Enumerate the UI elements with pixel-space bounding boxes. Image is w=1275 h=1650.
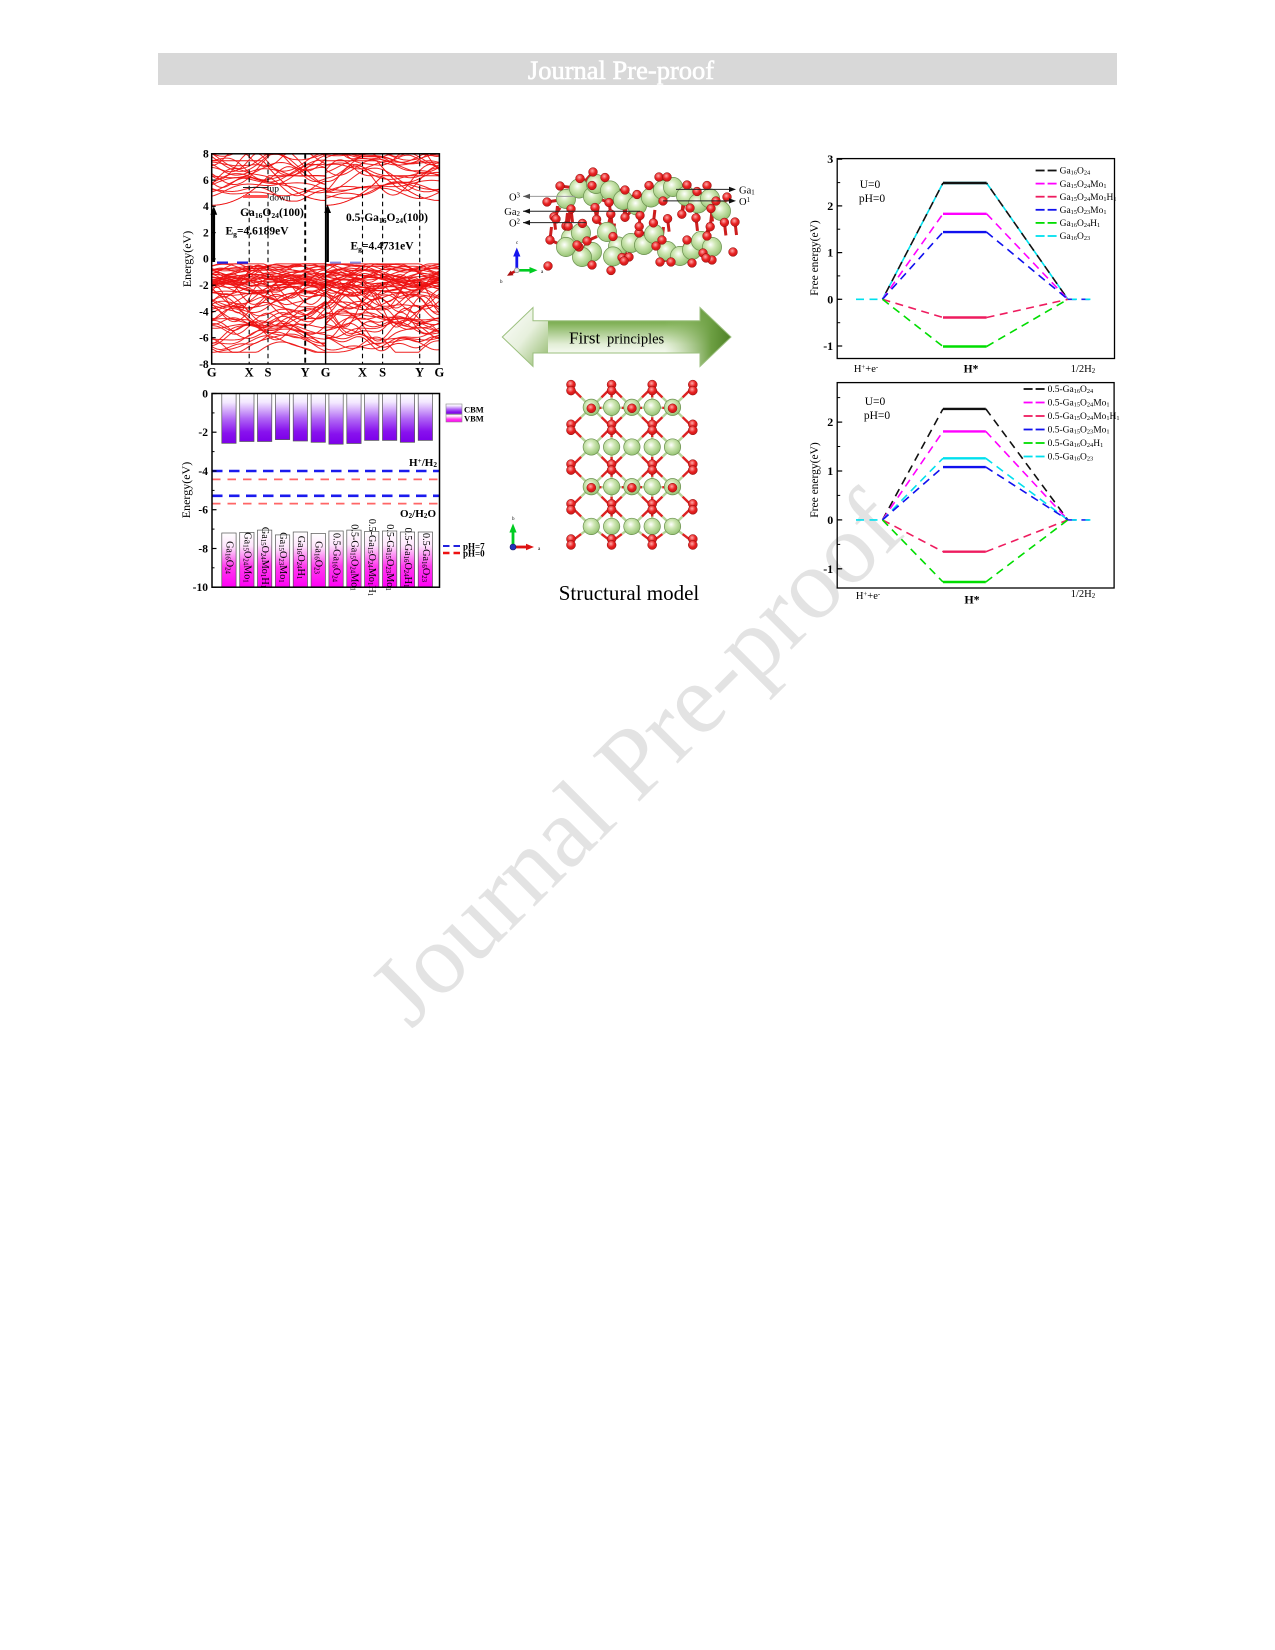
svg-text:H++e-: H++e- [856,591,881,602]
svg-text:H+/H2: H+/H2 [409,456,437,469]
svg-text:8: 8 [203,149,209,161]
svg-text:Ga15O24Mo1: Ga15O24Mo1 [241,532,252,582]
svg-text:G: G [207,366,217,380]
svg-text:Energy(eV): Energy(eV) [180,231,194,287]
svg-text:U=0: U=0 [865,396,886,408]
svg-text:Ga15O23Mo1: Ga15O23Mo1 [1060,206,1107,216]
svg-text:b: b [500,280,503,285]
svg-text:b: b [512,517,515,522]
svg-text:pH=0: pH=0 [864,410,891,422]
svg-text:0.5-Ga15O23Mo1: 0.5-Ga15O23Mo1 [1048,426,1110,436]
svg-text:2: 2 [827,415,833,429]
svg-text:1/2H2: 1/2H2 [1071,364,1096,375]
svg-text:principles: principles [607,332,665,348]
svg-text:O1: O1 [739,197,751,208]
svg-text:-6: -6 [198,505,208,517]
svg-text:0.5-Ga15O24Mo1H1: 0.5-Ga15O24Mo1H1 [366,519,377,596]
svg-text:Eg=4.4731eV: Eg=4.4731eV [350,241,414,254]
svg-text:-1: -1 [823,562,833,576]
svg-text:CBM: CBM [464,405,484,415]
svg-text:H*: H* [964,593,979,607]
svg-text:0.5-Ga16O23: 0.5-Ga16O23 [1048,453,1094,463]
svg-text:1: 1 [827,464,833,478]
svg-text:0.5-Ga16O24H1: 0.5-Ga16O24H1 [402,528,413,588]
svg-text:1: 1 [827,246,833,260]
svg-text:-6: -6 [199,333,209,345]
svg-text:0.5-Ga16O24H1: 0.5-Ga16O24H1 [1048,439,1104,449]
svg-text:Ga15O24Mo1H1: Ga15O24Mo1H1 [1060,193,1117,203]
svg-text:Ga16O24H1: Ga16O24H1 [295,536,306,580]
svg-text:4: 4 [203,201,209,213]
svg-text:pH=0: pH=0 [859,193,886,205]
svg-text:Ga16O24: Ga16O24 [223,541,234,574]
svg-text:Ga16O23: Ga16O23 [1060,232,1091,242]
svg-text:First: First [569,329,600,348]
svg-text:-8: -8 [198,543,208,555]
svg-text:0: 0 [203,254,209,266]
svg-text:Free energy(eV): Free energy(eV) [809,220,821,296]
svg-text:0: 0 [202,388,208,400]
svg-text:O2: O2 [509,219,521,230]
svg-text:Free energy(eV): Free energy(eV) [809,442,821,518]
svg-text:0.5-Ga15O24Mo1H1: 0.5-Ga15O24Mo1H1 [1048,412,1120,422]
svg-text:pH=0: pH=0 [463,549,485,559]
svg-text:Ga16O24: Ga16O24 [1060,167,1091,177]
svg-text:G: G [321,366,331,380]
svg-text:up: up [270,185,280,195]
svg-text:6: 6 [203,175,209,187]
svg-text:0.5-Ga16O23: 0.5-Ga16O23 [419,533,430,583]
svg-text:Ga15O23Mo1: Ga15O23Mo1 [277,532,288,582]
svg-text:1/2H2: 1/2H2 [1071,589,1096,600]
svg-text:O2/H2O: O2/H2O [400,508,437,520]
svg-text:S: S [265,366,272,380]
svg-text:X: X [358,366,367,380]
svg-text:-2: -2 [198,427,208,439]
svg-text:X: X [245,366,254,380]
svg-text:Ga16O24(100): Ga16O24(100) [240,207,304,220]
svg-text:Structural model: Structural model [559,581,700,605]
svg-text:G: G [435,366,445,380]
svg-text:a: a [538,547,541,552]
svg-text:0.5-Ga15O24Mo1: 0.5-Ga15O24Mo1 [348,524,359,591]
svg-text:0.5-Ga16O24(100): 0.5-Ga16O24(100) [346,212,428,225]
svg-text:H*: H* [964,364,979,376]
svg-text:S: S [379,366,386,380]
svg-text:Ga16O24H1: Ga16O24H1 [1060,219,1101,229]
svg-text:Eg=4.6189eV: Eg=4.6189eV [225,226,289,239]
svg-text:Ga16O23: Ga16O23 [312,541,323,574]
svg-text:2: 2 [827,199,833,213]
svg-text:2: 2 [203,227,209,239]
svg-text:H++e-: H++e- [854,364,879,375]
svg-text:-1: -1 [823,339,833,353]
svg-text:a: a [541,270,544,275]
svg-text:0.5-Ga16O24: 0.5-Ga16O24 [330,533,341,583]
svg-text:Journal Pre-proof: Journal Pre-proof [528,55,714,85]
svg-text:-2: -2 [199,280,209,292]
svg-text:VBM: VBM [464,414,484,424]
svg-text:c: c [516,241,519,246]
svg-text:U=0: U=0 [860,179,881,191]
svg-text:down: down [270,194,291,204]
svg-text:0: 0 [827,513,833,527]
svg-text:Ga15O24Mo1H1: Ga15O24Mo1H1 [259,527,270,588]
svg-text:-8: -8 [199,359,209,371]
svg-text:-4: -4 [198,466,208,478]
svg-text:Y: Y [415,366,424,380]
svg-text:0.5-Ga15O23Mo1: 0.5-Ga15O23Mo1 [384,524,395,591]
svg-text:0: 0 [827,292,833,306]
svg-text:Ga15O24Mo1: Ga15O24Mo1 [1060,180,1107,190]
svg-text:pH=7: pH=7 [463,542,485,552]
svg-text:-10: -10 [193,582,209,594]
svg-text:O3: O3 [509,192,521,203]
svg-text:0.5-Ga15O24Mo1: 0.5-Ga15O24Mo1 [1048,399,1110,409]
svg-text:3: 3 [827,152,833,166]
svg-text:-4: -4 [199,306,209,318]
svg-text:Energy(eV): Energy(eV) [179,462,193,518]
svg-text:Ga2: Ga2 [504,207,520,218]
svg-text:0.5-Ga16O24: 0.5-Ga16O24 [1048,385,1094,395]
svg-text:Ga1: Ga1 [739,185,755,196]
svg-text:Y: Y [301,366,310,380]
